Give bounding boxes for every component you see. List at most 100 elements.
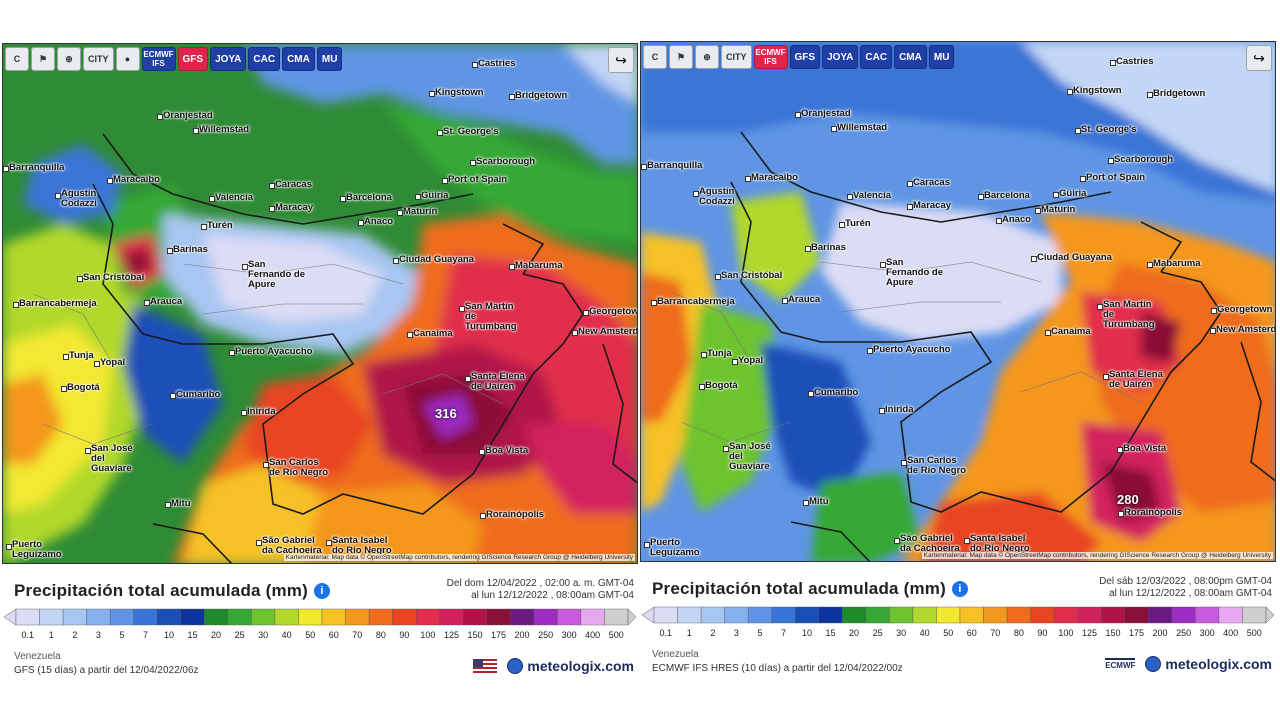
city-label: Inírida <box>879 404 914 415</box>
scale-tick-label: 70 <box>352 630 363 640</box>
map-attribution: Kartenmaterial: Map data © OpenStreetMap… <box>283 554 635 561</box>
model-mu-button[interactable]: MU <box>316 47 343 71</box>
city-label: Santa Isabel do Rio Negro <box>326 535 392 556</box>
city-label: Bogotá <box>699 380 738 391</box>
city-label: Castries <box>1110 56 1154 67</box>
scale-swatch <box>510 608 535 626</box>
model-cac-button[interactable]: CAC <box>860 45 893 69</box>
city-label: San Cristóbal <box>714 270 783 281</box>
city-label: Rorainópolis <box>479 509 545 520</box>
city-label: Cumaribo <box>807 387 859 398</box>
city-label: Ciudad Guayana <box>393 254 474 265</box>
city-label: Castries <box>472 58 516 69</box>
scale-tick-label: 250 <box>1176 628 1192 638</box>
model-gfs-button[interactable]: GFS <box>789 45 821 69</box>
legend-title: Precipitación total acumulada (mm) i <box>14 581 330 601</box>
scale-swatch <box>345 608 370 626</box>
city-label: Ciudad Guayana <box>1031 252 1112 263</box>
city-label: Port of Spain <box>441 174 508 185</box>
legend-title: Precipitación total acumulada (mm) i <box>652 579 968 599</box>
info-icon[interactable]: i <box>313 583 330 599</box>
ecmwf-panel: C ⚑ ⊕ CITY ECMWF IFS GFS JOYA CAC CMA MU… <box>640 41 1276 681</box>
model-gfs-button[interactable]: GFS <box>177 47 209 71</box>
model-cac-button[interactable]: CAC <box>248 47 281 71</box>
scale-swatch <box>1148 606 1173 624</box>
city-label: Maracaibo <box>107 174 160 185</box>
model-joya-button[interactable]: JOYA <box>210 47 247 71</box>
scale-tick-label: 50 <box>305 630 316 640</box>
location-pin-icon[interactable]: ⚑ <box>31 47 55 71</box>
city-label: Inírida <box>241 406 276 417</box>
info-icon[interactable]: i <box>951 581 968 597</box>
scale-tick-label: 25 <box>234 630 245 640</box>
zoom-icon[interactable]: ⊕ <box>57 47 81 71</box>
city-label: San Fernando de Apure <box>242 260 308 290</box>
scale-swatch <box>39 608 64 626</box>
country-borders <box>730 131 1275 561</box>
scale-tick-label: 25 <box>872 628 883 638</box>
city-label: Maracaibo <box>745 172 798 183</box>
scale-tick-label: 70 <box>990 628 1001 638</box>
scale-tick-label: 3 <box>95 630 101 640</box>
scale-tick-label: 500 <box>608 630 624 640</box>
color-scale <box>3 608 637 626</box>
city-label: San Carlos de Río Negro <box>263 457 329 478</box>
city-label: Georgetown <box>1210 304 1273 315</box>
city-label: San Cristóbal <box>76 272 145 283</box>
gfs-precip-map[interactable]: C ⚑ ⊕ CITY ● ECMWF IFS GFS JOYA CAC CMA … <box>2 43 638 564</box>
city-toggle-button[interactable]: CITY <box>83 47 114 71</box>
dot-toggle-button[interactable]: ● <box>115 47 140 71</box>
city-label: St. George's <box>1075 124 1137 135</box>
model-ecmwf-button[interactable]: ECMWF IFS <box>141 47 176 71</box>
usa-flag-icon <box>473 659 498 673</box>
city-label: Valencia <box>208 192 254 203</box>
city-label: San Fernando de Apure <box>880 258 946 288</box>
scale-swatch <box>439 608 464 626</box>
scale-swatch <box>415 608 440 626</box>
zoom-icon[interactable]: ⊕ <box>695 45 719 69</box>
reload-button[interactable]: C <box>5 47 29 71</box>
scale-tick-label: 90 <box>1037 628 1048 638</box>
city-label: Canaima <box>407 328 453 339</box>
scale-swatch <box>983 606 1008 624</box>
city-label: Barranquilla <box>3 162 65 173</box>
model-mu-button[interactable]: MU <box>928 45 955 69</box>
ecmwf-toolbar: C ⚑ ⊕ CITY ECMWF IFS GFS JOYA CAC CMA MU <box>643 45 955 69</box>
country-borders <box>92 133 637 563</box>
city-toggle-button[interactable]: CITY <box>721 45 752 69</box>
model-joya-button[interactable]: JOYA <box>822 45 859 69</box>
scale-tick-label: 0.1 <box>659 628 673 638</box>
model-cma-button[interactable]: CMA <box>894 45 927 69</box>
scale-tick-label: 7 <box>780 628 786 638</box>
brand-logo[interactable]: meteologix.com <box>473 658 634 674</box>
share-icon[interactable]: ↪ <box>608 47 634 73</box>
city-label: Georgetown <box>582 306 637 317</box>
city-label: Port of Spain <box>1079 172 1146 183</box>
globe-icon <box>507 658 524 674</box>
scale-swatch <box>771 606 796 624</box>
location-pin-icon[interactable]: ⚑ <box>669 45 693 69</box>
reload-button[interactable]: C <box>643 45 667 69</box>
scale-swatch <box>959 606 984 624</box>
city-label: Bridgetown <box>1146 88 1206 99</box>
scale-swatch <box>936 606 961 624</box>
city-label: Arauca <box>143 296 183 307</box>
scale-swatch <box>180 608 205 626</box>
city-label: Scarborough <box>1107 154 1174 165</box>
scale-swatch <box>15 608 40 626</box>
brand-logo[interactable]: ECMWF meteologix.com <box>1105 656 1272 672</box>
city-label: Tunja <box>63 350 94 361</box>
share-icon[interactable]: ↪ <box>1246 45 1272 71</box>
city-label: Arauca <box>781 294 821 305</box>
model-cma-button[interactable]: CMA <box>282 47 315 71</box>
city-label: Maturín <box>396 206 438 217</box>
scale-tick-label: 175 <box>491 630 507 640</box>
model-ecmwf-button[interactable]: ECMWF IFS <box>753 45 788 69</box>
map-attribution: Kartenmaterial: Map data © OpenStreetMap… <box>921 552 1273 559</box>
city-label: Agustín Codazzi <box>693 187 744 207</box>
city-label: Turén <box>201 220 233 231</box>
city-label: Puerto Leguízamo <box>6 539 62 560</box>
scale-tick-label: 20 <box>211 630 222 640</box>
scale-tick-label: 10 <box>801 628 813 638</box>
ecmwf-precip-map[interactable]: C ⚑ ⊕ CITY ECMWF IFS GFS JOYA CAC CMA MU… <box>640 41 1276 562</box>
